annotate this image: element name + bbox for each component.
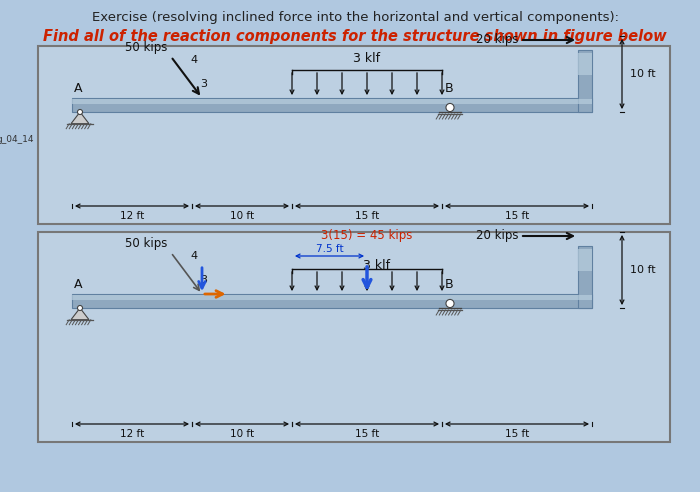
Circle shape	[446, 300, 454, 308]
Text: Find all of the reaction components for the structure shown in figure below: Find all of the reaction components for …	[43, 29, 667, 44]
Circle shape	[78, 110, 83, 115]
Text: Exercise (resolving inclined force into the horizontal and vertical components):: Exercise (resolving inclined force into …	[92, 11, 619, 24]
Bar	[72, 99, 592, 104]
Circle shape	[78, 306, 83, 310]
Bar	[38, 232, 670, 442]
Text: 50 kips: 50 kips	[125, 41, 168, 55]
Text: B: B	[445, 278, 454, 291]
Text: 12 ft: 12 ft	[120, 211, 144, 221]
Text: 3: 3	[200, 275, 207, 285]
Text: A: A	[74, 82, 83, 95]
Text: A: A	[74, 278, 83, 291]
Bar	[38, 46, 670, 224]
Text: 12 ft: 12 ft	[120, 429, 144, 439]
Bar	[578, 50, 592, 112]
Text: 20 kips: 20 kips	[475, 33, 518, 47]
Text: 15 ft: 15 ft	[355, 429, 379, 439]
Bar	[72, 294, 592, 308]
Polygon shape	[71, 308, 89, 320]
Text: 50 kips: 50 kips	[125, 238, 168, 250]
Text: 4: 4	[191, 251, 198, 261]
Text: 7.5 ft: 7.5 ft	[316, 244, 343, 254]
Text: 3 klf: 3 klf	[363, 259, 391, 272]
Bar	[578, 53, 592, 75]
Circle shape	[446, 103, 454, 112]
Bar	[72, 295, 592, 300]
Text: 4: 4	[191, 55, 198, 65]
Text: 3 klf: 3 klf	[354, 52, 381, 65]
Text: 15 ft: 15 ft	[505, 211, 529, 221]
Text: 15 ft: 15 ft	[355, 211, 379, 221]
Text: 3(15) = 45 kips: 3(15) = 45 kips	[321, 229, 413, 242]
Text: g_04_14: g_04_14	[0, 134, 34, 144]
Polygon shape	[71, 112, 89, 123]
Text: 10 ft: 10 ft	[630, 265, 656, 275]
Bar	[578, 249, 592, 271]
Text: 10 ft: 10 ft	[630, 69, 656, 79]
Bar	[72, 98, 592, 112]
Text: 20 kips: 20 kips	[475, 229, 518, 243]
Text: 15 ft: 15 ft	[505, 429, 529, 439]
Bar	[578, 246, 592, 308]
Text: 10 ft: 10 ft	[230, 211, 254, 221]
Text: 3: 3	[200, 79, 207, 89]
Text: 10 ft: 10 ft	[230, 429, 254, 439]
Text: B: B	[445, 82, 454, 95]
